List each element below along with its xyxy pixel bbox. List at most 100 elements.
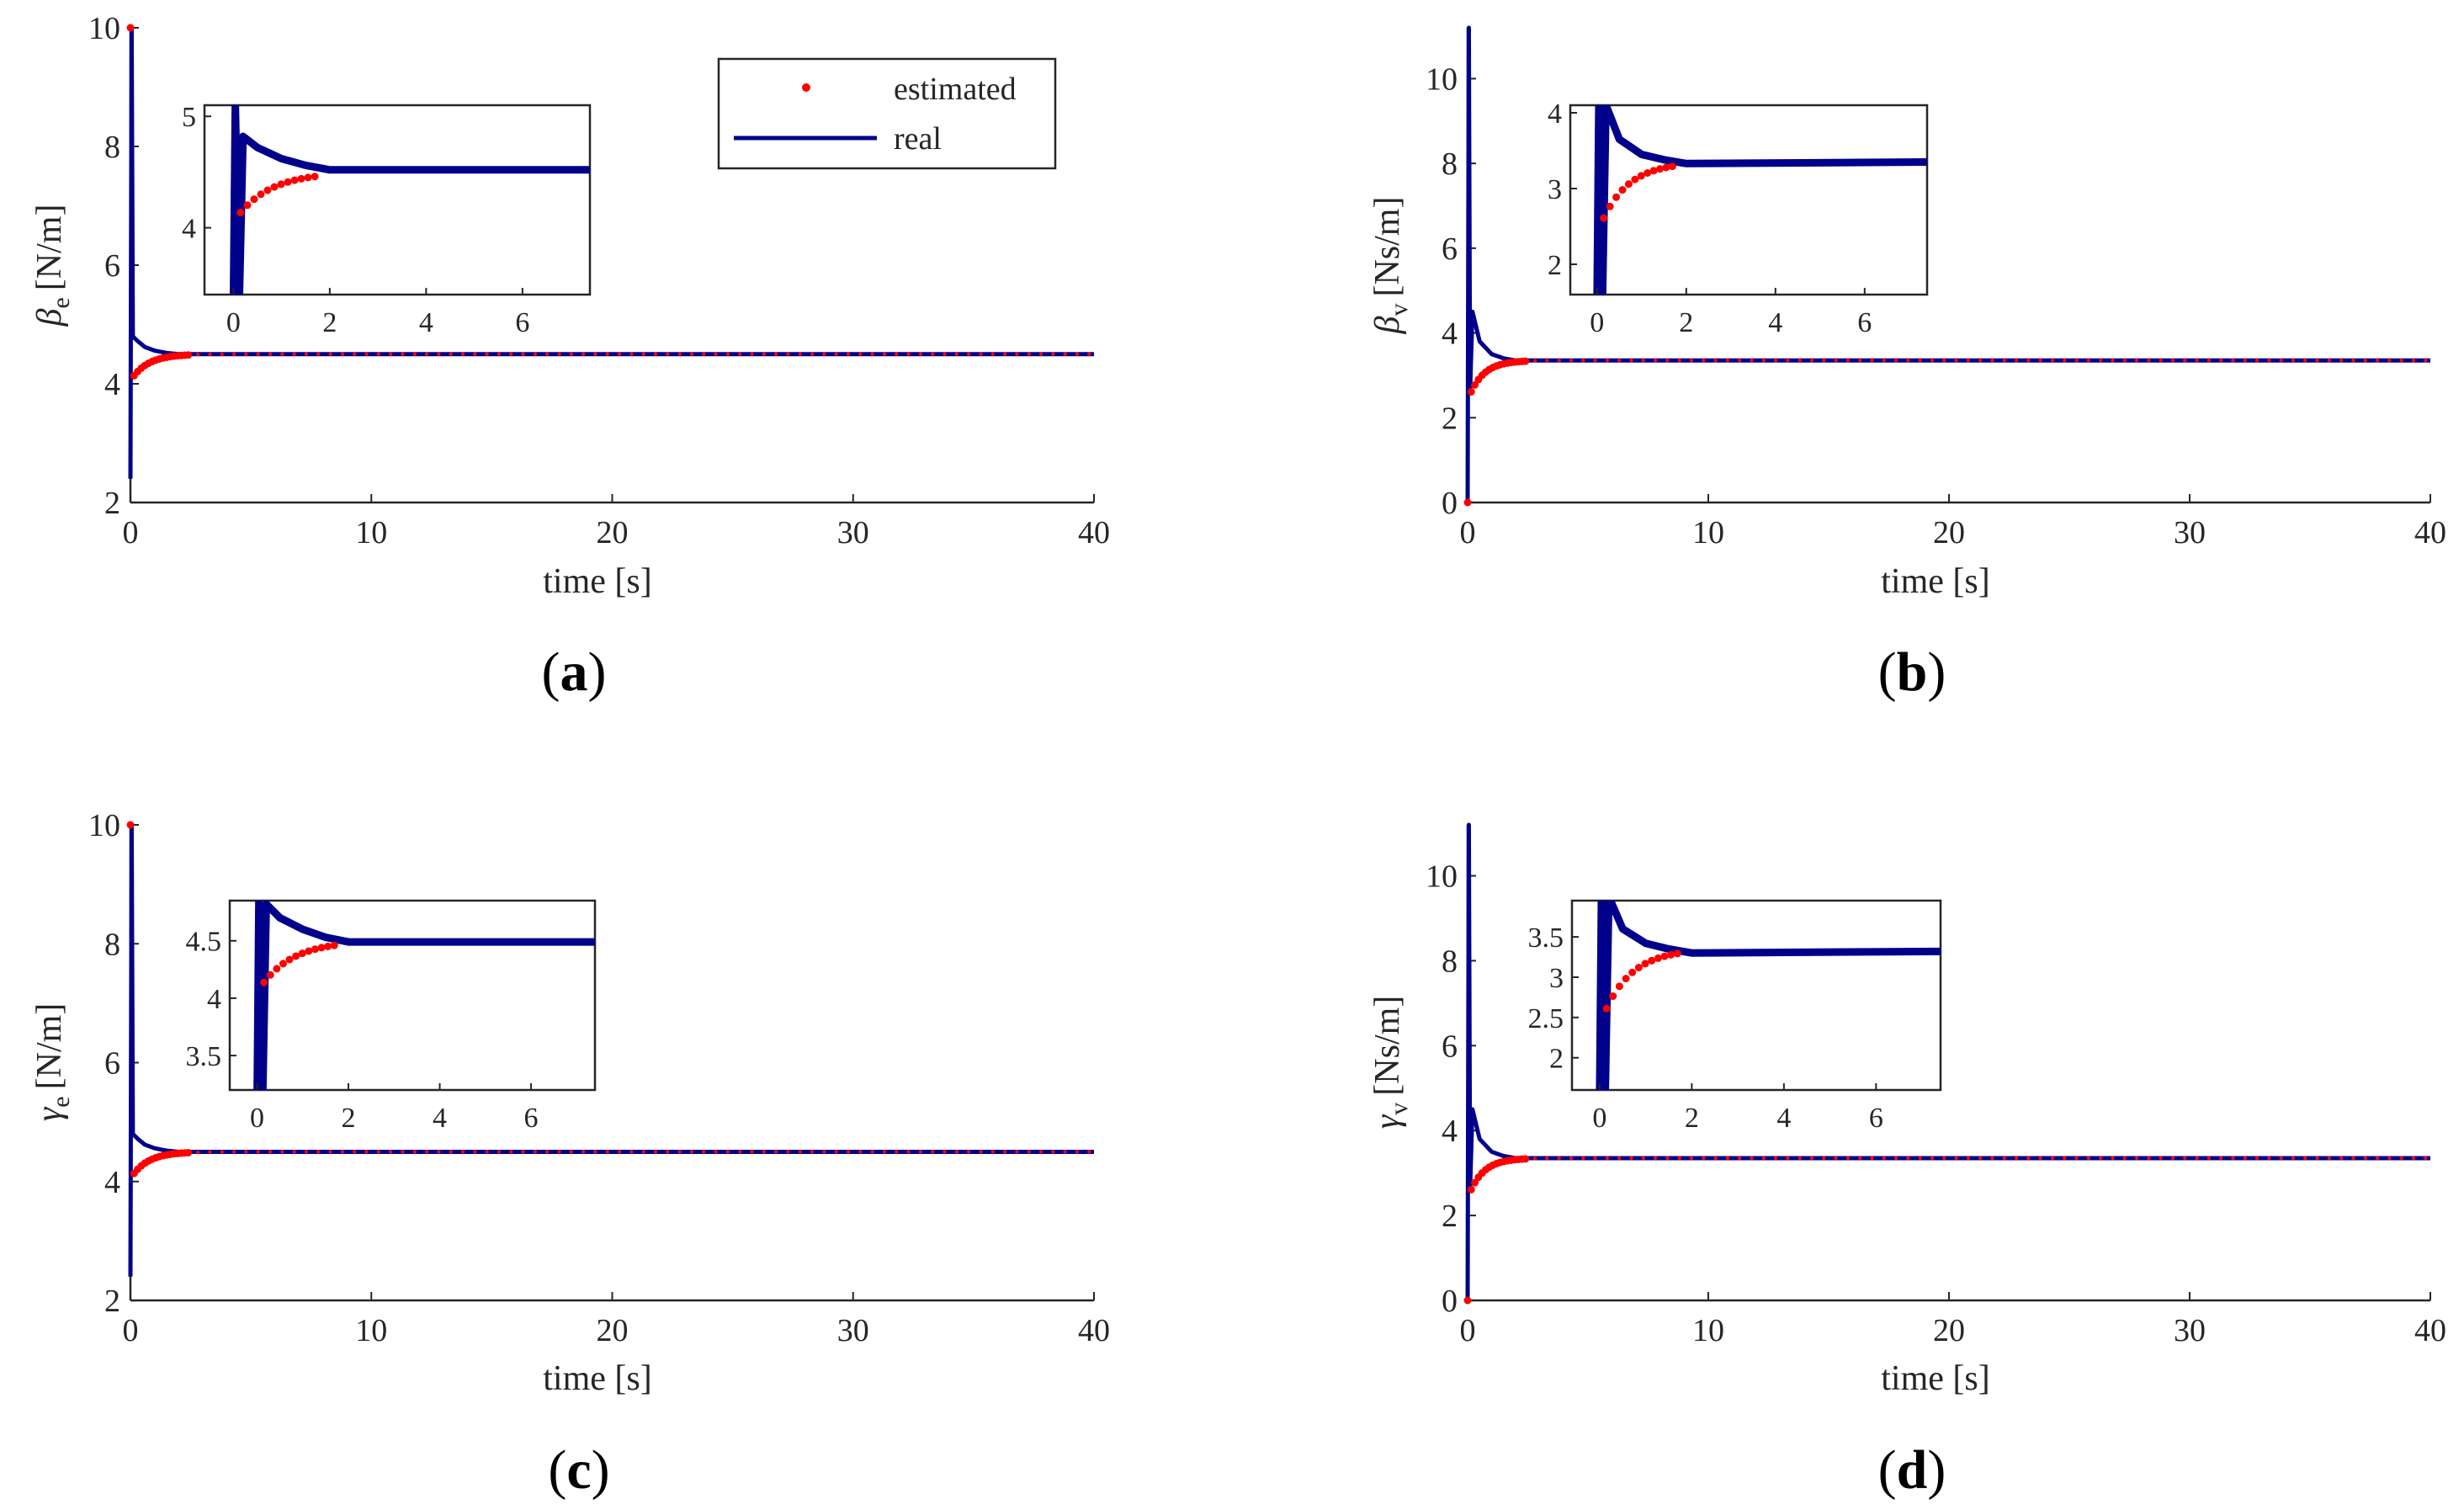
estimated-point — [460, 1150, 465, 1154]
estimated-point — [2002, 359, 2006, 363]
estimated-point — [2170, 1156, 2175, 1161]
estimated-point — [231, 1150, 236, 1154]
estimated-point — [2351, 359, 2355, 363]
inset-real-line — [1593, 105, 1927, 295]
estimated-point — [1015, 1150, 1019, 1154]
legend: estimated real — [717, 57, 1057, 170]
estimated-point — [2291, 1156, 2296, 1161]
estimated-point — [268, 1150, 273, 1154]
y-tick-label: 10 — [1426, 61, 1458, 97]
estimated-point — [1557, 1156, 1561, 1161]
estimated-point — [208, 352, 212, 357]
inset-data — [1593, 105, 1927, 295]
y-axis-subscript: e — [47, 297, 75, 308]
estimated-point — [316, 352, 321, 356]
x-tick-label: 0 — [1460, 515, 1476, 550]
estimated-point — [2267, 359, 2271, 363]
inset-estimated-point — [1656, 165, 1665, 173]
estimated-point — [605, 352, 609, 356]
estimated-point — [1857, 1156, 1862, 1161]
estimated-point — [1027, 1150, 1031, 1154]
estimated-point — [786, 352, 790, 356]
estimated-point — [557, 352, 561, 356]
inset-estimated-point — [1648, 956, 1656, 965]
estimated-point — [328, 1150, 332, 1154]
panel-label-close-paren: ) — [592, 1439, 610, 1501]
y-axis-unit: [Ns/m] — [1368, 996, 1407, 1096]
estimated-point — [1857, 359, 1862, 363]
estimated-point — [231, 352, 236, 357]
estimated-point — [1689, 359, 1694, 363]
estimated-point — [2303, 359, 2307, 363]
estimated-point — [702, 352, 706, 356]
x-tick-label: 20 — [1933, 1313, 1965, 1348]
estimated-point — [473, 352, 477, 356]
inset-estimated-point — [1654, 954, 1662, 962]
x-tick-label: 30 — [2174, 515, 2206, 550]
inset-x-tick-label: 0 — [1592, 1103, 1606, 1134]
estimated-point — [2206, 1156, 2212, 1161]
y-axis-unit: [Ns/m] — [1368, 197, 1407, 297]
estimated-point — [666, 1150, 670, 1154]
estimated-point — [2206, 359, 2212, 363]
estimated-point — [2038, 1156, 2042, 1161]
y-axis-symbol: β — [30, 308, 69, 327]
inset-x-tick-label: 6 — [524, 1103, 539, 1134]
estimated-point — [2002, 1156, 2006, 1161]
x-tick-label: 0 — [1460, 1313, 1476, 1348]
estimated-point — [2014, 1156, 2019, 1161]
estimated-point — [304, 352, 309, 356]
y-tick-label: 8 — [104, 927, 120, 962]
panel-label-open-paren: ( — [1878, 1439, 1897, 1501]
inset-real-line — [229, 105, 590, 295]
inset-estimated-point — [1612, 193, 1621, 201]
estimated-point — [1545, 359, 1549, 363]
inset-estimated-point — [1668, 162, 1676, 171]
y-axis-label: βe [N/m] — [30, 205, 75, 327]
estimated-point — [858, 352, 863, 356]
estimated-point — [931, 352, 935, 356]
inset-estimated-point — [1644, 169, 1652, 178]
estimated-point — [738, 352, 742, 356]
estimated-point — [1471, 1178, 1479, 1187]
inset-y-tick-label: 4 — [1548, 98, 1562, 130]
estimated-point — [1617, 1156, 1622, 1161]
estimated-point — [1075, 352, 1080, 356]
estimated-point — [1737, 1156, 1742, 1161]
estimated-point — [1521, 1155, 1530, 1163]
estimated-point — [2243, 1156, 2247, 1161]
estimated-point — [906, 352, 911, 356]
inset-real-line — [253, 901, 595, 1090]
estimated-point — [617, 1150, 622, 1154]
estimated-point — [1786, 1156, 1790, 1161]
x-tick-label: 10 — [355, 1313, 387, 1348]
panel-label: (d) — [1878, 1439, 1946, 1501]
estimated-point — [1569, 359, 1574, 363]
inset-estimated-point — [1624, 180, 1633, 189]
estimated-point — [2111, 359, 2115, 363]
estimated-point — [2122, 1156, 2127, 1161]
estimated-point — [822, 352, 826, 356]
inset-frame — [1569, 104, 1929, 296]
estimated-point — [2063, 1156, 2067, 1161]
inset-data — [253, 901, 595, 1090]
inset-real-line — [1596, 901, 1941, 1090]
y-axis-unit: [N/m] — [30, 1003, 69, 1090]
inset-estimated-point — [279, 960, 287, 968]
estimated-point — [1038, 352, 1043, 356]
estimated-point — [1665, 1156, 1670, 1161]
estimated-point — [364, 1150, 369, 1154]
estimated-point — [2254, 1156, 2260, 1161]
estimated-point — [1063, 352, 1067, 356]
estimated-point — [966, 1150, 971, 1154]
inset-estimated-point — [297, 174, 305, 183]
estimated-point — [1990, 1156, 1994, 1161]
estimated-point — [1665, 359, 1670, 363]
estimated-point — [1002, 352, 1007, 356]
estimated-point — [195, 353, 200, 357]
estimated-point — [1906, 359, 1910, 363]
inset-estimated-point — [298, 949, 306, 958]
estimated-point — [353, 1150, 357, 1154]
estimated-point — [521, 352, 525, 356]
inset-estimated-point — [270, 183, 279, 191]
